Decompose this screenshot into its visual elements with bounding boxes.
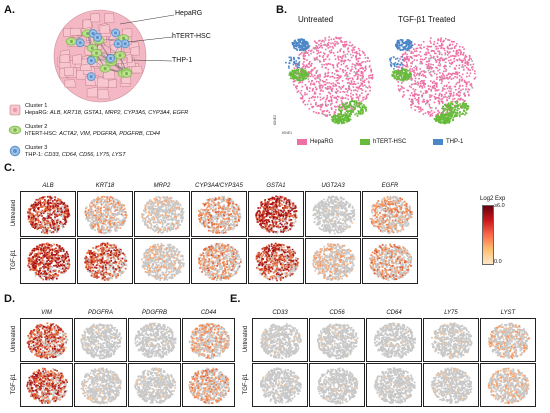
feature-plot-cd64-untreated <box>366 318 422 362</box>
feature-plot-pdgfra-untreated <box>74 318 127 362</box>
legend-thp1: THP-1 <box>433 139 463 145</box>
colorbar <box>482 205 494 265</box>
row-label-tgf: TGF-β1 <box>11 249 17 271</box>
cluster-3-title: Cluster 3 <box>25 145 48 151</box>
legend-heparg-label: HepaRG <box>310 139 334 145</box>
cluster-1-genes: ALB, KRT18, GSTA1, MRP2, CYP3A5, CYP3A4,… <box>49 109 189 116</box>
condition-tgf-treated: TGF-β1 Treated <box>398 15 456 24</box>
row-label-tgf: TGF-β1 <box>243 373 249 395</box>
legend-htert-hsc-label: hTERT-HSC <box>373 139 407 145</box>
panel-letter-c: C. <box>4 162 15 174</box>
gene-label-alb: ALB <box>42 183 54 189</box>
feature-plot-krt18-tgf <box>77 238 133 284</box>
row-label-untreated: Untreated <box>11 325 17 353</box>
gene-label-egfr: EGFR <box>381 183 399 189</box>
tsne-axis-2: tSNE2 <box>273 114 278 126</box>
gene-label-mrp2: MRP2 <box>153 183 171 189</box>
feature-plot-gsta1-tgf <box>248 238 304 284</box>
tsne-axis-1: tSNE1 <box>282 131 293 135</box>
feature-plot-cyp3a4-cyp3a5-untreated <box>191 191 247 237</box>
feature-plot-lyst-untreated <box>480 318 536 362</box>
condition-untreated: Untreated <box>298 15 334 24</box>
htert-hsc-cell-icon <box>8 125 22 135</box>
colorbar-max: ≥6.0 <box>494 203 505 209</box>
cluster-2-title: Cluster 2 <box>25 124 48 130</box>
feature-plot-egfr-untreated <box>362 191 418 237</box>
panel-letter-a: A. <box>4 4 15 16</box>
cluster-1-text: Cluster 1 HepaRG: ALB, KRT18, GSTA1, MRP… <box>25 103 188 117</box>
feature-plot-egfr-tgf <box>362 238 418 284</box>
cluster-2-genes: ACTA2, VIM, PDGFRA, PDGFRB, CD44 <box>59 130 161 137</box>
gene-label-cd44: CD44 <box>200 310 217 316</box>
cluster-2-text: Cluster 2 hTERT-HSC: ACTA2, VIM, PDGFRA,… <box>25 124 160 138</box>
feature-plot-pdgfrb-untreated <box>128 318 181 362</box>
gene-label-krt18: KRT18 <box>95 183 115 189</box>
feature-plot-cd44-tgf <box>182 363 235 407</box>
feature-plot-vim-tgf <box>20 363 73 407</box>
legend-heparg-swatch <box>297 139 307 145</box>
gene-label-cd56: CD56 <box>329 310 345 316</box>
legend-thp1-swatch <box>433 139 443 145</box>
feature-plot-ly75-untreated <box>423 318 479 362</box>
legend-thp1-label: THP-1 <box>446 139 464 145</box>
label-heparg: HepaRG <box>175 10 203 17</box>
row-label-untreated: Untreated <box>11 199 17 227</box>
gene-label-lyst: LYST <box>500 310 516 316</box>
colorbar-title: Log2 Exp <box>480 196 506 202</box>
feature-plot-krt18-untreated <box>77 191 133 237</box>
feature-plot-vim-untreated <box>20 318 73 362</box>
gene-label-pdgfrb: PDGFRB <box>141 310 167 316</box>
gene-label-gsta1: GSTA1 <box>266 183 286 189</box>
feature-plot-lyst-tgf <box>480 363 536 407</box>
panel-letter-d: D. <box>4 293 15 305</box>
legend-htert-hsc-swatch <box>360 139 370 145</box>
colorbar-min: 0.0 <box>494 259 502 265</box>
tsne-tgf-treated <box>389 37 477 125</box>
label-pointer-lines <box>119 14 175 62</box>
heparg-cell-icon <box>9 104 21 116</box>
feature-plot-cyp3a4-cyp3a5-tgf <box>191 238 247 284</box>
legend-htert-hsc: hTERT-HSC <box>360 139 406 145</box>
feature-plot-ly75-tgf <box>423 363 479 407</box>
gene-label-cyp3a4-cyp3a5: CYP3A4/CYP3A5 <box>195 183 243 189</box>
panel-letter-b: B. <box>276 4 287 16</box>
gene-label-ly75: LY75 <box>444 310 458 316</box>
cluster-1-title: Cluster 1 <box>25 103 48 109</box>
feature-plot-ugt2a3-tgf <box>305 238 361 284</box>
feature-plot-gsta1-untreated <box>248 191 304 237</box>
panel-letter-e: E. <box>230 293 241 305</box>
feature-plot-pdgfra-tgf <box>74 363 127 407</box>
gene-label-vim: VIM <box>41 310 52 316</box>
legend-heparg: HepaRG <box>297 139 333 145</box>
row-label-untreated: Untreated <box>243 325 249 353</box>
feature-plot-cd44-untreated <box>182 318 235 362</box>
feature-plot-pdgfrb-tgf <box>128 363 181 407</box>
gene-label-cd64: CD64 <box>386 310 402 316</box>
feature-plot-cd33-tgf <box>252 363 308 407</box>
feature-plot-mrp2-tgf <box>134 238 190 284</box>
cluster-2-cell: hTERT-HSC: <box>25 130 60 137</box>
thp1-cell-icon <box>9 145 21 157</box>
feature-plot-cd64-tgf <box>366 363 422 407</box>
tsne-untreated <box>285 36 374 125</box>
label-thp1: THP-1 <box>172 57 193 64</box>
gene-label-ugt2a3: UGT2A3 <box>321 183 345 189</box>
cluster-3-text: Cluster 3 THP-1: CD33, CD64, CD56, LY75,… <box>25 145 126 159</box>
feature-plot-alb-untreated <box>20 191 76 237</box>
gene-label-cd33: CD33 <box>272 310 288 316</box>
row-label-tgf: TGF-β1 <box>11 373 17 395</box>
label-htert-hsc: hTERT-HSC <box>172 33 211 40</box>
cluster-3-cell: THP-1: <box>25 151 45 158</box>
feature-plot-cd56-tgf <box>309 363 365 407</box>
gene-label-pdgfra: PDGFRA <box>87 310 113 316</box>
feature-plot-alb-tgf <box>20 238 76 284</box>
cluster-1-cell: HepaRG: <box>25 109 50 116</box>
feature-plot-cd33-untreated <box>252 318 308 362</box>
cluster-3-genes: CD33, CD64, CD56, LY75, LYST <box>44 151 126 158</box>
feature-plot-cd56-untreated <box>309 318 365 362</box>
feature-plot-ugt2a3-untreated <box>305 191 361 237</box>
feature-plot-mrp2-untreated <box>134 191 190 237</box>
spheroid-diagram <box>53 9 147 103</box>
